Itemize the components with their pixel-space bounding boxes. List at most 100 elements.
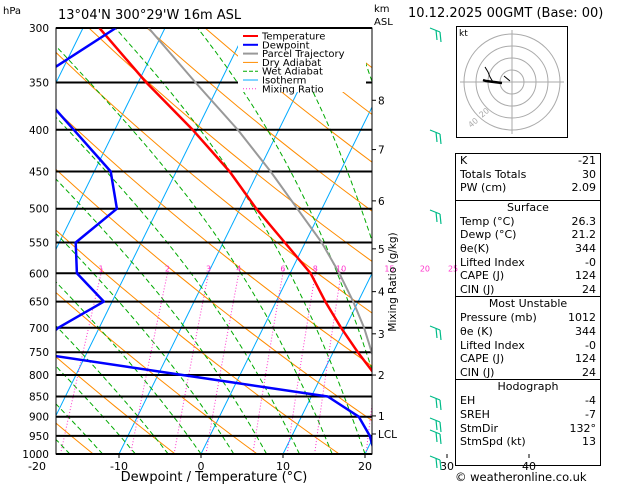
hodograph-section-title: Hodograph xyxy=(456,379,600,394)
wind-barb xyxy=(429,27,441,33)
hodograph-label: StmSpd (kt) xyxy=(460,435,526,449)
dry-adiabat-line xyxy=(56,356,176,454)
legend-entry: Mixing Ratio xyxy=(262,84,324,95)
altitude-km-label: LCL xyxy=(378,429,397,441)
hodograph-row: EH -4 xyxy=(456,394,600,408)
mixing-ratio-line xyxy=(314,267,343,454)
temperature-series xyxy=(98,28,372,373)
index-value: 2.09 xyxy=(571,181,597,195)
altitude-km-label: 6 xyxy=(378,196,385,208)
x-tick-label: -10 xyxy=(110,460,128,473)
index-value: 30 xyxy=(582,167,596,181)
pressure-tick-label: 550 xyxy=(29,237,49,249)
most-unstable-row: CIN (J) 24 xyxy=(456,366,600,380)
pressure-tick-label: 400 xyxy=(29,125,49,137)
mixing-ratio-label: 6 xyxy=(280,264,285,273)
x-tick-label: 10 xyxy=(276,460,290,473)
hodograph-label: StmDir xyxy=(460,421,499,435)
index-row: Totals Totals 30 xyxy=(456,168,600,182)
index-label: PW (cm) xyxy=(460,181,507,195)
altitude-km-label: 8 xyxy=(378,95,385,107)
wet-adiabat-line xyxy=(351,28,372,83)
mixing-ratio-line xyxy=(130,267,170,454)
wind-barb xyxy=(435,431,438,443)
pressure-tick-label: 900 xyxy=(29,412,49,424)
wind-barb xyxy=(439,459,442,471)
legend-entry: Dry Adiabat xyxy=(262,58,321,69)
x-tick-label: -20 xyxy=(28,460,46,473)
wind-barb xyxy=(439,31,442,43)
most-unstable-row: Pressure (mb) 1012 xyxy=(456,311,600,325)
most-unstable-row: Lifted Index -0 xyxy=(456,339,600,353)
legend-entry: Isotherm xyxy=(262,76,306,87)
most-unstable-value: 124 xyxy=(575,352,596,366)
location-title: 13°04'N 300°29'W 16m ASL xyxy=(58,8,242,23)
mixing-ratio-label: 2 xyxy=(165,264,170,273)
hodograph-label: EH xyxy=(460,394,476,408)
most-unstable-value: 1012 xyxy=(568,311,596,325)
mixing-ratio-label: 20 xyxy=(420,264,430,273)
surface-value: 344 xyxy=(575,241,596,255)
pressure-tick-label: 850 xyxy=(29,391,49,403)
pressure-tick-label: 350 xyxy=(29,78,49,90)
dry-adiabat-line xyxy=(88,28,372,262)
surface-label: θe(K) xyxy=(460,241,490,255)
surface-row: θe(K) 344 xyxy=(456,242,600,256)
wind-barb xyxy=(439,133,442,145)
wet-adiabat-line xyxy=(278,28,372,243)
pressure-tick-label: 950 xyxy=(29,431,49,443)
dry-adiabat-line xyxy=(0,28,11,454)
pressure-tick-label: 450 xyxy=(29,166,49,178)
most-unstable-row: θe (K) 344 xyxy=(456,325,600,339)
mixing-ratio-label: 3 xyxy=(206,264,211,273)
most-unstable-label: θe (K) xyxy=(460,324,493,338)
hodograph-value: -7 xyxy=(585,407,596,421)
isotherm-line xyxy=(56,28,166,251)
surface-label: CIN (J) xyxy=(460,282,495,296)
mixing-ratio-label: 1 xyxy=(99,264,104,273)
altitude-unit-asl: ASL xyxy=(374,17,393,28)
wind-barb xyxy=(435,397,438,409)
mixing-ratio-label: 15 xyxy=(384,264,394,273)
wind-barb xyxy=(435,29,438,41)
most-unstable-label: CAPE (J) xyxy=(460,352,505,366)
index-row: K -21 xyxy=(456,154,600,168)
x-tick-label: 40 xyxy=(522,460,536,473)
pressure-unit-label: hPa xyxy=(3,6,21,17)
mixing-ratio-label: 10 xyxy=(336,264,346,273)
mixing-ratio-label: 4 xyxy=(236,264,241,273)
isotherm-line xyxy=(56,28,248,417)
surface-value: -0 xyxy=(585,255,596,269)
mixing-ratio-label: 25 xyxy=(448,264,458,273)
dry-adiabat-line xyxy=(612,28,629,454)
wet-adiabat-line xyxy=(56,325,169,454)
index-value: -21 xyxy=(578,154,596,167)
surface-section-title: Surface xyxy=(456,199,600,215)
forecast-datetime: 10.12.2025 00GMT (Base: 00) xyxy=(408,6,604,21)
most-unstable-label: CIN (J) xyxy=(460,365,495,379)
x-axis-label: Dewpoint / Temperature (°C) xyxy=(121,470,308,485)
surface-label: Dewp (°C) xyxy=(460,228,517,242)
x-tick-label: 30 xyxy=(440,460,454,473)
most-unstable-label: Lifted Index xyxy=(460,338,525,352)
pressure-tick-label: 600 xyxy=(29,268,49,280)
index-label: Totals Totals xyxy=(460,167,527,181)
dry-adiabat-line xyxy=(146,28,372,212)
hodograph-row: StmSpd (kt) 13 xyxy=(456,435,600,449)
legend-entry: Temperature xyxy=(261,32,325,43)
wind-barb xyxy=(429,395,441,401)
surface-value: 24 xyxy=(582,282,596,296)
wind-barb xyxy=(439,399,442,411)
surface-label: Temp (°C) xyxy=(460,214,515,228)
plot-frame xyxy=(55,27,373,455)
altitude-unit-km: km xyxy=(374,4,390,15)
x-tick-label: 0 xyxy=(198,460,205,473)
surface-row: Temp (°C) 26.3 xyxy=(456,215,600,229)
isotherm-line xyxy=(118,28,330,454)
wind-barb xyxy=(429,129,441,135)
altitude-km-label: 5 xyxy=(378,244,385,256)
parcel-trajectory-series xyxy=(147,28,372,357)
wind-barb xyxy=(435,457,438,469)
